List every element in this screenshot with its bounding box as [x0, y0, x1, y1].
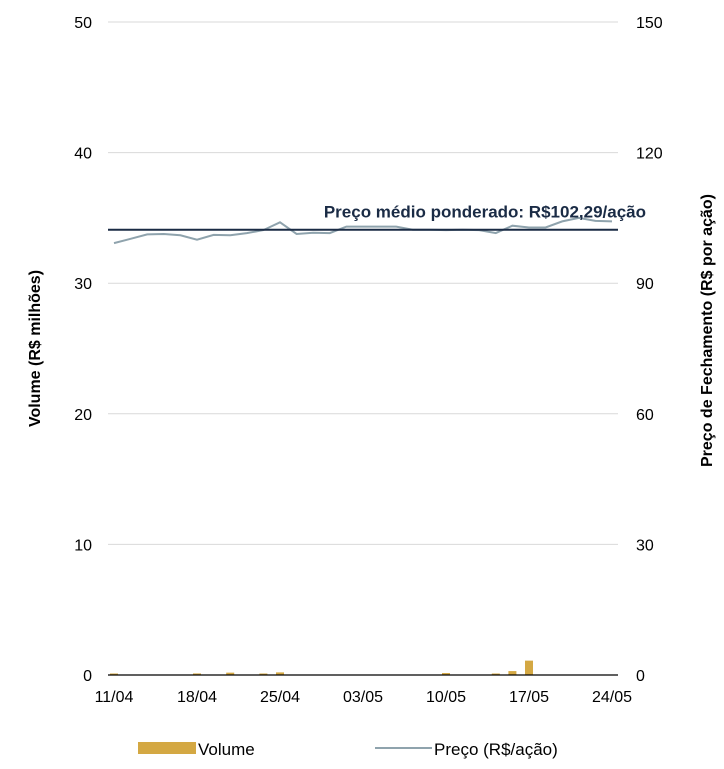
axis-layer: 0 10 20 30 40 50 0 30 60 90 120 150 11/04 18/04 25/04 0… [74, 15, 663, 706]
y-left-tick-label: 0 [83, 668, 92, 685]
legend-volume-label: Volume [198, 740, 255, 759]
y-left-tick-label: 10 [74, 537, 92, 554]
volume-bar [193, 673, 201, 675]
y-right-tick-label: 90 [636, 276, 654, 293]
volume-bar [508, 671, 517, 675]
legend: Volume Preço (R$/ação) [138, 740, 558, 759]
y-left-tick-label: 40 [74, 146, 92, 163]
x-tick-label: 18/04 [177, 689, 217, 706]
y-left-tick-label: 50 [74, 15, 92, 32]
x-tick-label: 24/05 [592, 689, 632, 706]
grid-layer [108, 21, 618, 545]
volume-bar [442, 673, 450, 675]
weighted-average-label: Preço médio ponderado: R$102,29/ação [324, 203, 646, 222]
x-tick-label: 03/05 [343, 689, 383, 706]
y-right-tick-label: 60 [636, 407, 654, 424]
volume-bar [226, 672, 235, 675]
y-right-tick-label: 150 [636, 15, 663, 32]
volume-bar [491, 673, 500, 675]
y-axis-right-title: Preço de Fechamento (R$ por ação) [699, 194, 716, 467]
y-left-tick-label: 20 [74, 407, 92, 424]
x-tick-label: 11/04 [95, 689, 134, 706]
x-tick-label: 17/05 [509, 689, 549, 706]
y-right-tick-label: 30 [636, 537, 654, 554]
volume-bars [110, 660, 533, 675]
volume-bar [259, 673, 268, 675]
x-tick-label: 25/04 [260, 689, 300, 706]
price-line-layer [113, 216, 613, 245]
reference-layer: Preço médio ponderado: R$102,29/ação [108, 203, 646, 231]
y-right-tick-label: 0 [636, 668, 645, 685]
y-axis-left-title: Volume (R$ milhões) [27, 270, 44, 427]
volume-bar [525, 660, 533, 675]
y-left-tick-label: 30 [74, 276, 92, 293]
legend-price-label: Preço (R$/ação) [434, 740, 558, 759]
legend-volume-swatch [138, 742, 196, 754]
price-line [113, 216, 613, 245]
x-tick-label: 10/05 [426, 689, 466, 706]
y-right-tick-label: 120 [636, 146, 663, 163]
volume-bar [110, 673, 118, 675]
volume-bar [276, 672, 284, 675]
